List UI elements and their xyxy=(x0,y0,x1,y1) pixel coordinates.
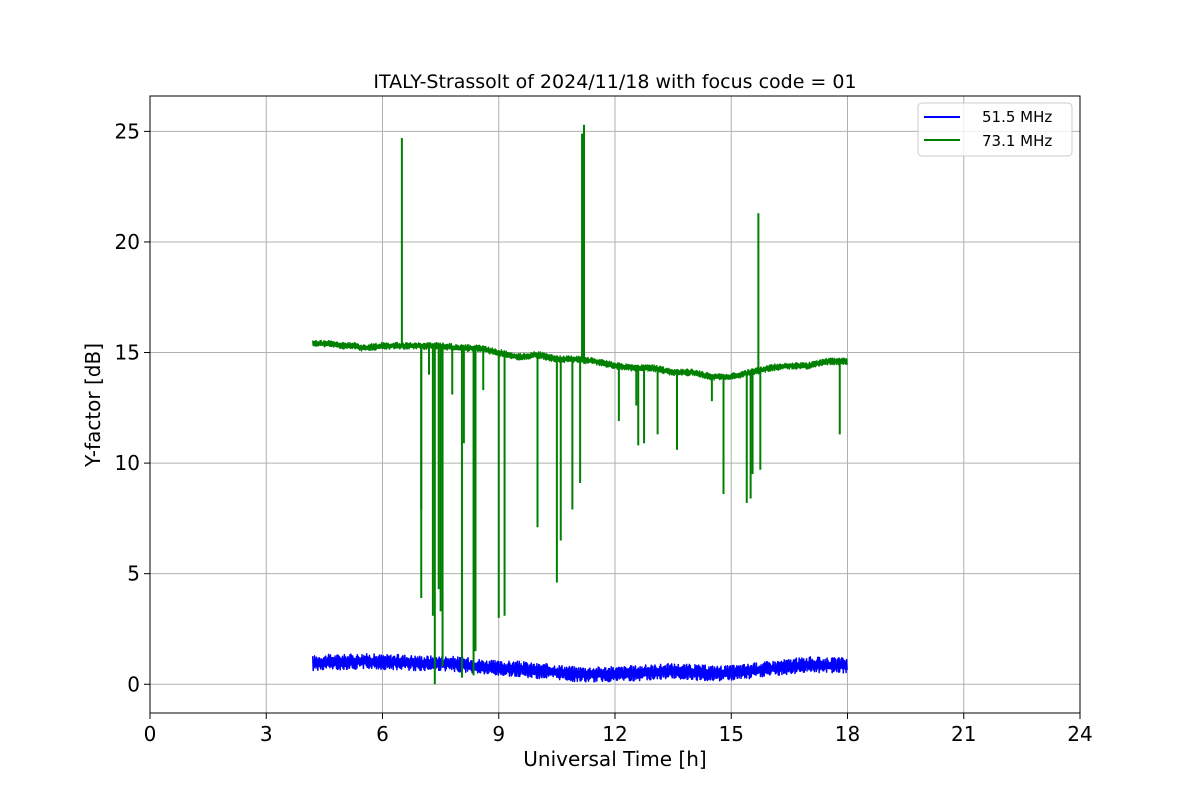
x-tick-label: 12 xyxy=(602,722,627,746)
x-tick-label: 0 xyxy=(144,722,157,746)
series-trace xyxy=(312,652,848,683)
y-tick-label: 0 xyxy=(127,672,140,696)
legend: 51.5 MHz 73.1 MHz xyxy=(917,102,1073,157)
series-layer xyxy=(312,124,848,685)
ticks-layer: 0 3 6 9 12 15 18 21 24 0 5 10 15 20 25 xyxy=(115,119,1093,746)
y-tick-label: 5 xyxy=(127,562,140,586)
x-tick-label: 24 xyxy=(1067,722,1092,746)
y-tick-label: 20 xyxy=(115,230,140,254)
series-73-1-mhz xyxy=(312,124,848,685)
y-tick-label: 10 xyxy=(115,451,140,475)
grid-layer xyxy=(149,96,1081,713)
x-axis-label: Universal Time [h] xyxy=(523,747,706,771)
x-tick-label: 9 xyxy=(492,722,505,746)
x-tick-label: 21 xyxy=(951,722,976,746)
y-tick-label: 25 xyxy=(115,119,140,143)
x-tick-label: 6 xyxy=(376,722,389,746)
y-axis-label: Y-factor [dB] xyxy=(81,343,105,468)
x-tick-label: 18 xyxy=(835,722,860,746)
series-51-5-mhz xyxy=(312,652,848,683)
x-tick-label: 15 xyxy=(719,722,744,746)
legend-label-51-5: 51.5 MHz xyxy=(982,108,1052,126)
x-tick-label: 3 xyxy=(260,722,273,746)
y-tick-label: 15 xyxy=(115,341,140,365)
chart-title: ITALY-Strassolt of 2024/11/18 with focus… xyxy=(373,71,856,93)
legend-label-73-1: 73.1 MHz xyxy=(982,132,1052,150)
